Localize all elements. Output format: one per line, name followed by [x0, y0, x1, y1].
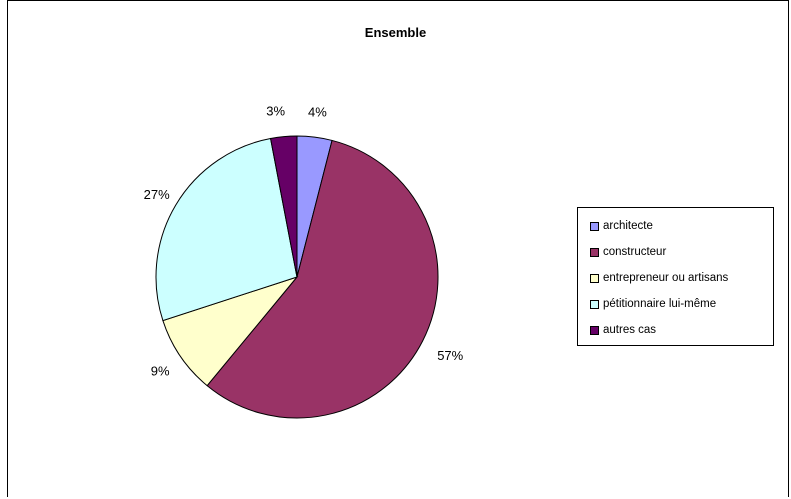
pie-data-label: 57%	[437, 348, 463, 363]
pie-data-label: 3%	[266, 104, 285, 119]
legend-item-entrepreneur: entrepreneur ou artisans	[590, 272, 728, 284]
legend-label: entrepreneur ou artisans	[603, 272, 729, 284]
pie-data-label: 27%	[144, 187, 170, 202]
chart-title: Ensemble	[364, 25, 427, 40]
pie-data-label: 9%	[151, 364, 170, 379]
legend-label: constructeur	[603, 246, 667, 258]
legend-label: architecte	[603, 220, 653, 232]
legend-swatch	[590, 247, 599, 257]
pie-slice-4	[155, 137, 298, 322]
legend-swatch	[590, 273, 599, 283]
legend-item-petitionnaire: pétitionnaire lui-même	[590, 298, 716, 310]
pie-slice-5	[269, 135, 298, 278]
legend-item-architecte: architecte	[590, 220, 653, 232]
legend-label: pétitionnaire lui-même	[603, 298, 717, 310]
pie-data-label: 4%	[308, 104, 327, 119]
legend-item-autres-cas: autres cas	[590, 324, 656, 336]
legend: architecte constructeur entrepreneur ou …	[577, 207, 774, 346]
legend-swatch	[590, 221, 599, 231]
pie-slice-2	[206, 139, 439, 419]
legend-label: autres cas	[603, 324, 657, 336]
legend-swatch	[590, 325, 599, 335]
legend-swatch	[590, 299, 599, 309]
legend-item-constructeur: constructeur	[590, 246, 666, 258]
pie-slice-3	[162, 275, 299, 387]
